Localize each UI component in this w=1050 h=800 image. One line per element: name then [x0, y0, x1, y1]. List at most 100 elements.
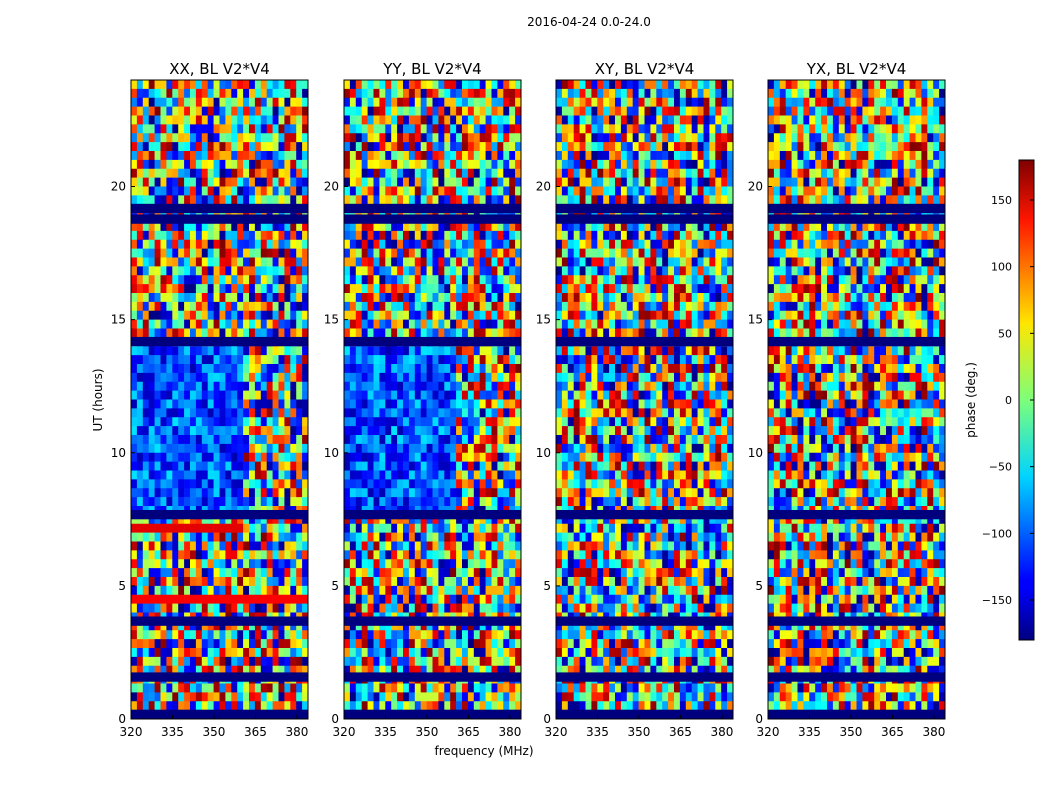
y-tick-label: 20 [748, 180, 763, 194]
y-tick-label: 15 [748, 313, 763, 327]
y-tick-label: 15 [111, 313, 126, 327]
colorbar-tick-label: −150 [982, 594, 1012, 607]
panel-frame [343, 79, 522, 720]
colorbar-tick-label: 100 [991, 261, 1012, 274]
flagged-band [131, 709, 308, 719]
flagged-band [556, 672, 733, 682]
x-tick-label: 365 [881, 725, 904, 739]
flagged-bands [556, 203, 733, 719]
flagged-band [768, 509, 945, 520]
colorbar-tick-label: 50 [998, 327, 1012, 340]
flagged-band [556, 214, 733, 224]
y-tick-label: 20 [536, 180, 551, 194]
flagged-band [131, 203, 308, 214]
y-tick-label: 5 [331, 579, 339, 593]
x-tick-label: 320 [120, 725, 143, 739]
flagged-band [344, 672, 521, 682]
x-tick-label: 335 [374, 725, 397, 739]
flagged-band [344, 336, 521, 347]
flagged-band [131, 672, 308, 682]
x-tick-label: 365 [457, 725, 480, 739]
panel-title: XY, BL V2*V4 [595, 60, 695, 78]
colorbar-label: phase (deg.) [964, 362, 978, 438]
colorbar-tick-label: −100 [982, 527, 1012, 540]
y-tick-label: 0 [331, 712, 339, 726]
panel-frame [555, 79, 734, 720]
flagged-band [131, 214, 308, 224]
panel-xx: XX, BL V2*V4 320 335 350 365 380 0 5 10 15 20 [111, 60, 309, 739]
flagged-band [556, 203, 733, 214]
flagged-band [131, 336, 308, 347]
flagged-band [131, 509, 308, 520]
flagged-band [556, 336, 733, 347]
panel-frame [130, 79, 309, 720]
x-tick-label: 350 [203, 725, 226, 739]
flagged-band [131, 616, 308, 626]
x-tick-label: 365 [669, 725, 692, 739]
panel-yy: YY, BL V2*V4 320 335 350 365 380 0 5 10 15 20 [324, 60, 522, 739]
y-tick-label: 15 [324, 313, 339, 327]
y-tick-label: 15 [536, 313, 551, 327]
x-tick-label: 350 [840, 725, 863, 739]
heatmap-cells [768, 80, 946, 720]
panel-frame [767, 79, 946, 720]
colorbar: 150 100 50 0 −50 −100 −150 phase (deg.) [964, 159, 1035, 641]
flagged-band [344, 214, 521, 224]
flagged-bands [344, 203, 521, 719]
panel-title: YY, BL V2*V4 [382, 60, 481, 78]
y-tick-label: 5 [755, 579, 763, 593]
flagged-band [768, 672, 945, 682]
colorbar-tick-label: 150 [991, 194, 1012, 207]
y-tick-label: 0 [118, 712, 126, 726]
panel-title: XX, BL V2*V4 [169, 60, 270, 78]
y-tick-label: 10 [748, 446, 763, 460]
flagged-band [344, 203, 521, 214]
y-tick-label: 20 [324, 180, 339, 194]
x-axis-label: frequency (MHz) [434, 744, 533, 758]
x-tick-label: 335 [586, 725, 609, 739]
y-tick-label: 10 [536, 446, 551, 460]
x-tick-label: 350 [416, 725, 439, 739]
x-tick-label: 380 [498, 725, 521, 739]
y-tick-label: 20 [111, 180, 126, 194]
flagged-band [556, 616, 733, 626]
x-tick-label: 380 [922, 725, 945, 739]
y-tick-label: 10 [111, 446, 126, 460]
flagged-band [344, 509, 521, 520]
y-tick-label: 10 [324, 446, 339, 460]
flagged-band [556, 509, 733, 520]
panel-yx: YX, BL V2*V4 320 335 350 365 380 0 5 10 15 20 [748, 60, 946, 739]
x-tick-label: 320 [545, 725, 568, 739]
flagged-bands [768, 203, 945, 719]
flagged-band [768, 203, 945, 214]
flagged-band [344, 709, 521, 719]
flagged-band [768, 336, 945, 347]
flagged-band [768, 616, 945, 626]
colorbar-ticks: 150 100 50 0 −50 −100 −150 [982, 194, 1034, 607]
x-tick-label: 380 [710, 725, 733, 739]
figure-title: 2016-04-24 0.0-24.0 [527, 15, 651, 29]
x-tick-label: 335 [161, 725, 184, 739]
flagged-band [556, 709, 733, 719]
flagged-band [768, 709, 945, 719]
flagged-band [344, 616, 521, 626]
flagged-band [768, 214, 945, 224]
colorbar-tick-label: −50 [989, 461, 1012, 474]
flagged-bands [131, 203, 308, 719]
x-tick-label: 380 [285, 725, 308, 739]
x-tick-label: 320 [333, 725, 356, 739]
y-axis-label: UT (hours) [91, 368, 105, 431]
y-tick-label: 5 [118, 579, 126, 593]
panel-title: YX, BL V2*V4 [806, 60, 907, 78]
y-tick-label: 0 [755, 712, 763, 726]
x-tick-label: 320 [757, 725, 780, 739]
x-tick-label: 350 [628, 725, 651, 739]
x-tick-label: 365 [244, 725, 267, 739]
y-tick-label: 0 [543, 712, 551, 726]
x-tick-label: 335 [798, 725, 821, 739]
colorbar-tick-label: 0 [1005, 394, 1012, 407]
panel-xy: XY, BL V2*V4 320 335 350 365 380 0 5 10 15 20 [536, 60, 734, 739]
y-tick-label: 5 [543, 579, 551, 593]
